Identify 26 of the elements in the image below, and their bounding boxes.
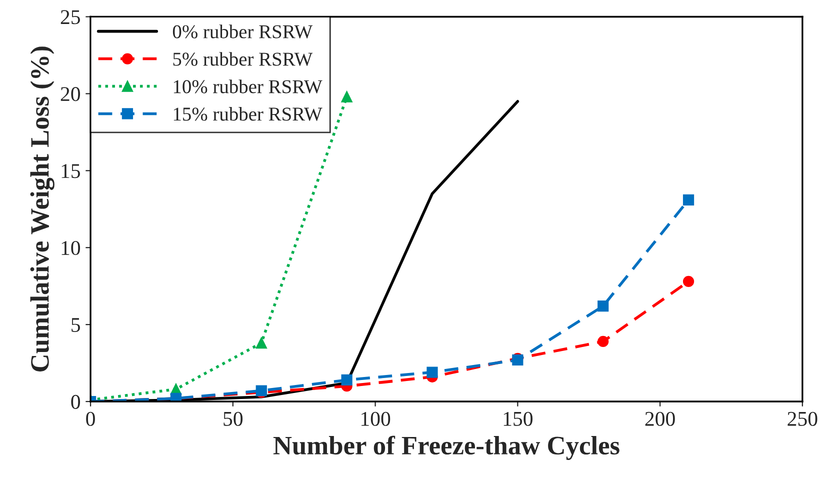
y-tick-label: 10 [62,240,80,256]
point [682,194,694,206]
y-tick-label: 5 [72,318,80,332]
legend-label: 15% rubber RSRW [174,107,322,121]
x-tick-label: 0 [86,412,95,426]
y-tick-label: 20 [60,87,80,102]
x-tick-label: 250 [788,412,818,426]
point [341,374,352,386]
legend-label: 0% rubber RSRW [172,24,313,38]
point [341,91,352,102]
x-tick-label: 50 [224,412,243,426]
y-axis-title: Cumulative Weight Loss (%) [30,46,54,372]
x-axis-title: Number of Freeze-thaw Cycles [273,436,620,460]
x-tick-label: 150 [504,412,532,426]
point [598,300,609,312]
point [598,336,609,348]
point [426,366,438,378]
legend-label: 5% rubber RSRW [173,52,313,66]
y-tick-label: 25 [60,10,80,24]
x-tick-label: 200 [645,412,675,426]
y-tick-label: 0 [71,394,80,409]
y-tick-label: 15 [62,164,80,178]
point [682,276,694,288]
point [256,337,267,349]
x-tick-label: 100 [361,412,390,426]
legend-label: 10% rubber RSRW [174,80,322,94]
